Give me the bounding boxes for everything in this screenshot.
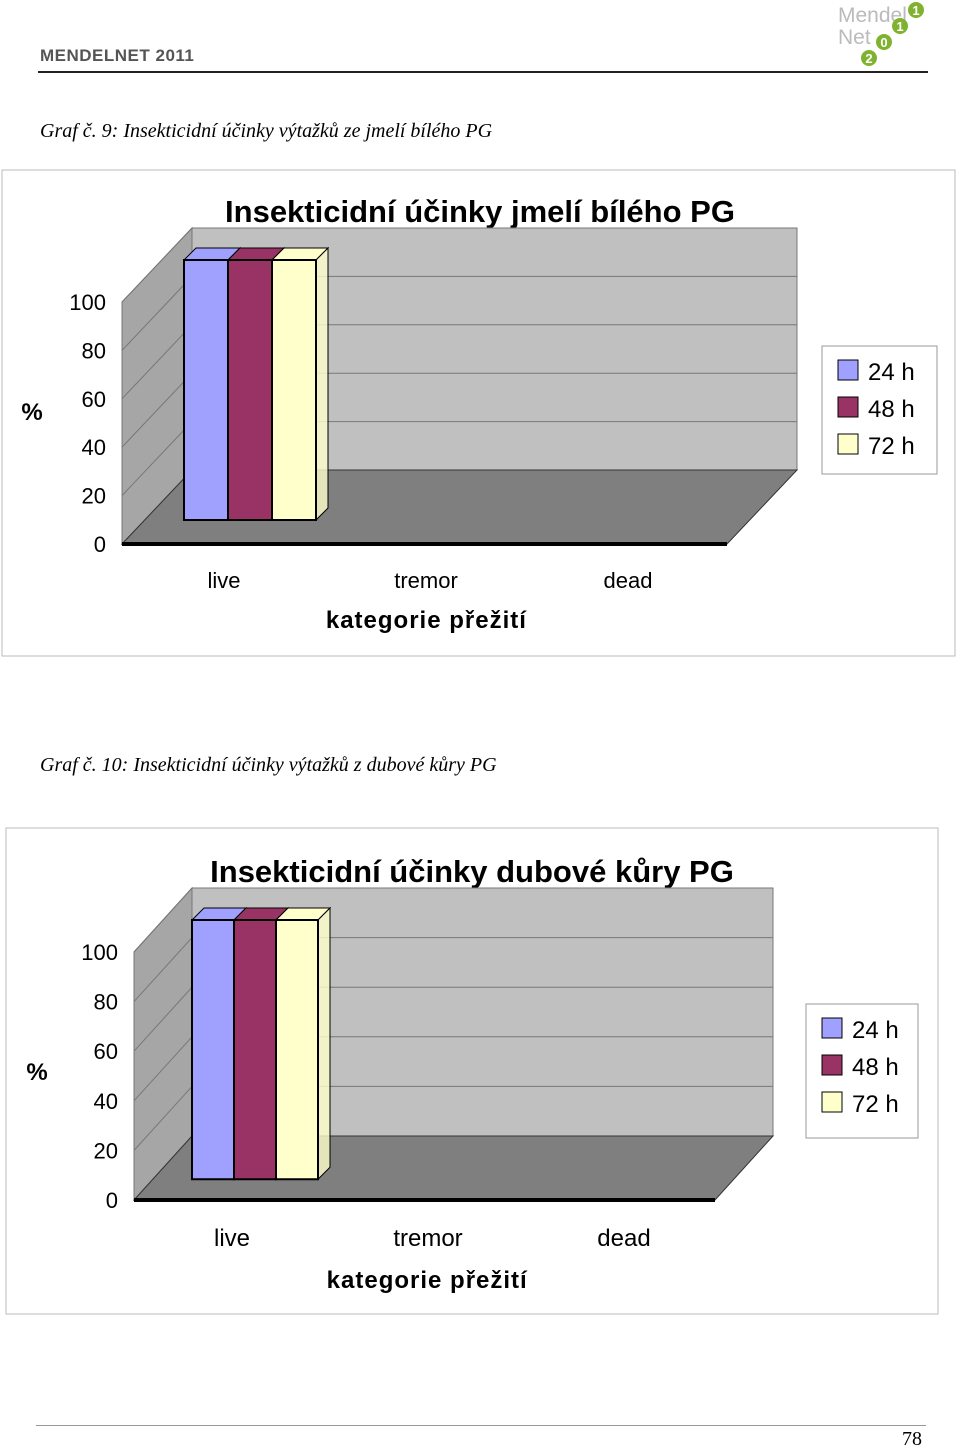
mendelnet-logo: Mendel Net 2 0 1 1 xyxy=(838,2,924,66)
x-axis-label: kategorie přežití xyxy=(326,607,527,634)
y-tick-label: 80 xyxy=(82,338,106,363)
category-label: dead xyxy=(597,1225,650,1252)
legend-swatch xyxy=(821,1091,843,1113)
logo-text-net: Net xyxy=(838,26,871,49)
bar xyxy=(271,259,317,521)
logo-circle xyxy=(876,34,892,50)
x-axis-label: kategorie přežití xyxy=(327,1267,528,1294)
gridline-side xyxy=(121,276,193,351)
bar xyxy=(233,919,277,1181)
category-label: tremor xyxy=(394,568,458,593)
chart-dubova-kura: Insekticidní účinky dubové kůry PG 0 20 40 6… xyxy=(5,827,939,1315)
bar xyxy=(191,919,235,1181)
y-tick-label: 0 xyxy=(94,532,106,557)
y-tick-label: 20 xyxy=(94,1138,118,1163)
chart-frame xyxy=(5,827,939,1315)
y-tick-label: 80 xyxy=(94,990,118,1015)
logo-circle xyxy=(908,2,924,18)
bar xyxy=(183,259,229,521)
y-tick-label: 0 xyxy=(106,1188,118,1213)
legend-label: 72 h xyxy=(868,433,915,460)
logo-circle xyxy=(861,50,877,66)
chart-title: Insekticidní účinky jmelí bílého PG xyxy=(225,194,735,229)
logo-digit-2: 2 xyxy=(865,51,872,66)
gridline-side xyxy=(133,937,193,1002)
logo-digit-1b: 1 xyxy=(912,3,919,18)
category-label: tremor xyxy=(393,1225,462,1252)
legend-label: 24 h xyxy=(852,1017,899,1044)
category-label: live xyxy=(214,1225,250,1252)
gridline-side xyxy=(121,372,193,448)
y-tick-label: 40 xyxy=(82,435,106,460)
legend-swatch xyxy=(821,1017,843,1039)
legend-label: 48 h xyxy=(852,1054,899,1081)
y-tick-label: 100 xyxy=(81,940,118,965)
legend-swatch xyxy=(837,396,859,418)
gridline-side xyxy=(121,421,193,496)
caption-graph-9: Graf č. 9: Insekticidní účinky výtažků z… xyxy=(40,120,493,142)
y-tick-label: 40 xyxy=(94,1089,118,1114)
gridline-side xyxy=(133,1036,193,1102)
y-tick-label: 60 xyxy=(82,387,106,412)
legend-label: 48 h xyxy=(868,396,915,423)
legend-swatch xyxy=(837,433,859,455)
y-tick-label: 100 xyxy=(69,290,106,315)
chart-frame xyxy=(1,169,956,657)
gridline-side xyxy=(133,986,193,1052)
legend-label: 24 h xyxy=(868,359,915,386)
gridline-side xyxy=(121,227,193,303)
y-axis-label: % xyxy=(21,399,42,426)
legend-swatch xyxy=(821,1054,843,1076)
gridline-side xyxy=(133,1086,193,1151)
caption-graph-10: Graf č. 10: Insekticidní účinky výtažků … xyxy=(40,754,497,776)
gridline-side xyxy=(121,324,193,400)
gridline-side xyxy=(133,887,193,953)
logo-text-mendel: Mendel xyxy=(838,4,907,27)
journal-header: MENDELNET 2011 xyxy=(40,46,195,65)
y-tick-label: 60 xyxy=(94,1039,118,1064)
header-divider xyxy=(38,71,928,73)
chart-jmeli: Insekticidní účinky jmelí bílého PG 0 20 40… xyxy=(1,169,956,657)
page-number: 78 xyxy=(902,1428,922,1450)
footer-divider xyxy=(36,1425,926,1426)
category-label: live xyxy=(207,568,240,593)
category-label: dead xyxy=(604,568,653,593)
legend-swatch xyxy=(837,359,859,381)
chart-title: Insekticidní účinky dubové kůry PG xyxy=(210,854,734,889)
y-axis-label: % xyxy=(26,1059,47,1086)
logo-digit-0: 0 xyxy=(880,35,887,50)
bar-side xyxy=(317,906,331,1181)
logo-digit-1: 1 xyxy=(896,19,903,34)
logo-circle xyxy=(892,18,908,34)
y-tick-label: 20 xyxy=(82,484,106,509)
legend-label: 72 h xyxy=(852,1091,899,1118)
bar xyxy=(275,919,319,1181)
